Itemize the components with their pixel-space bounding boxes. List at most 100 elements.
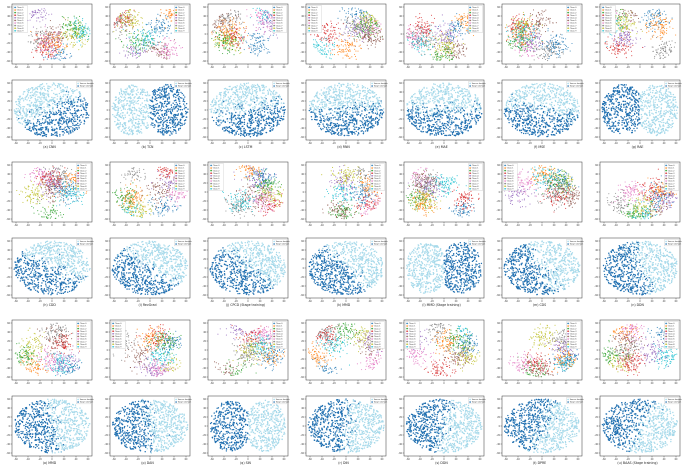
scatter-point <box>236 19 238 21</box>
scatter-point <box>66 34 68 36</box>
scatter-point <box>131 133 133 136</box>
scatter-point <box>67 91 69 93</box>
scatter-point <box>157 131 159 133</box>
scatter-point <box>132 88 134 90</box>
scatter-point <box>155 103 157 106</box>
scatter-point <box>167 27 169 29</box>
scatter-point <box>40 16 42 18</box>
y-tick-label: 60 <box>203 6 206 9</box>
scatter-point <box>272 90 275 93</box>
scatter-point <box>250 96 252 98</box>
scatter-point <box>46 46 48 48</box>
scatter-point <box>177 94 180 96</box>
scatter-point <box>170 104 173 106</box>
scatter-point <box>283 113 285 115</box>
scatter-point <box>63 118 65 120</box>
scatter-point <box>218 21 220 23</box>
scatter-point <box>130 19 133 21</box>
scatter-point <box>78 39 80 42</box>
scatter-point <box>158 21 160 23</box>
scatter-point <box>87 26 89 28</box>
scatter-point <box>153 126 155 129</box>
scatter-point <box>139 48 141 50</box>
scatter-point <box>41 55 43 57</box>
x-tick-label: -60 <box>112 142 116 145</box>
scatter-point <box>256 83 259 86</box>
scatter-point <box>215 31 217 34</box>
x-tick-label: -60 <box>14 66 18 69</box>
scatter-point <box>155 29 157 31</box>
scatter-point <box>120 91 123 93</box>
scatter-point <box>151 122 153 124</box>
scatter-point <box>268 124 270 126</box>
y-tick-label: 0 <box>107 109 109 112</box>
scatter-point <box>143 116 145 118</box>
scatter-point <box>147 95 149 97</box>
scatter-point <box>261 106 263 108</box>
scatter-point <box>34 95 36 97</box>
scatter-point <box>152 108 154 111</box>
scatter-point <box>135 50 137 52</box>
scatter-point <box>139 108 141 110</box>
scatter-point <box>250 14 252 16</box>
scatter-point <box>234 9 236 12</box>
scatter-point <box>14 110 16 113</box>
domain-panel-frame <box>109 79 191 141</box>
scatter-point <box>268 15 270 17</box>
scatter-point <box>272 125 275 127</box>
scatter-point <box>78 35 81 37</box>
scatter-point <box>226 34 228 36</box>
scatter-point <box>235 20 237 22</box>
scatter-point <box>72 37 75 39</box>
scatter-point <box>48 45 51 47</box>
scatter-point <box>128 100 131 102</box>
scatter-point <box>16 110 19 112</box>
scatter-point <box>122 117 125 120</box>
scatter-point <box>64 129 67 131</box>
scatter-point <box>254 45 256 47</box>
scatter-point <box>168 12 170 14</box>
scatter-point <box>239 91 241 93</box>
scatter-point <box>72 105 75 107</box>
scatter-point <box>263 102 265 105</box>
scatter-point <box>66 89 68 91</box>
scatter-point <box>60 114 62 116</box>
scatter-point <box>33 43 35 45</box>
scatter-point <box>21 115 23 117</box>
x-tick-label: 60 <box>185 66 188 69</box>
scatter-point <box>223 95 225 97</box>
y-tick-label: -60 <box>104 136 108 139</box>
scatter-point <box>62 34 64 36</box>
scatter-point <box>86 32 88 34</box>
scatter-point <box>66 46 68 48</box>
scatter-point <box>154 93 156 95</box>
scatter-point <box>47 35 49 37</box>
scatter-point <box>222 20 224 22</box>
scatter-point <box>151 28 153 31</box>
scatter-point <box>145 127 148 130</box>
scatter-point <box>20 117 23 119</box>
scatter-point <box>163 56 165 58</box>
scatter-point <box>152 105 154 107</box>
scatter-point <box>128 94 130 96</box>
scatter-point <box>45 45 47 47</box>
scatter-point <box>236 94 239 96</box>
scatter-point <box>169 108 172 110</box>
scatter-point <box>63 128 65 130</box>
scatter-point <box>42 115 45 118</box>
scatter-point <box>132 27 134 29</box>
scatter-point <box>230 26 232 28</box>
scatter-point <box>230 112 233 114</box>
scatter-point <box>158 89 160 91</box>
scatter-point <box>270 17 272 19</box>
scatter-point <box>47 49 49 51</box>
scatter-point <box>130 109 133 112</box>
scatter-point <box>80 30 82 32</box>
scatter-point <box>160 12 162 14</box>
scatter-point <box>143 33 145 35</box>
scatter-point <box>84 25 86 27</box>
scatter-point <box>74 89 76 92</box>
scatter-point <box>273 33 275 35</box>
scatter-point <box>129 24 131 26</box>
